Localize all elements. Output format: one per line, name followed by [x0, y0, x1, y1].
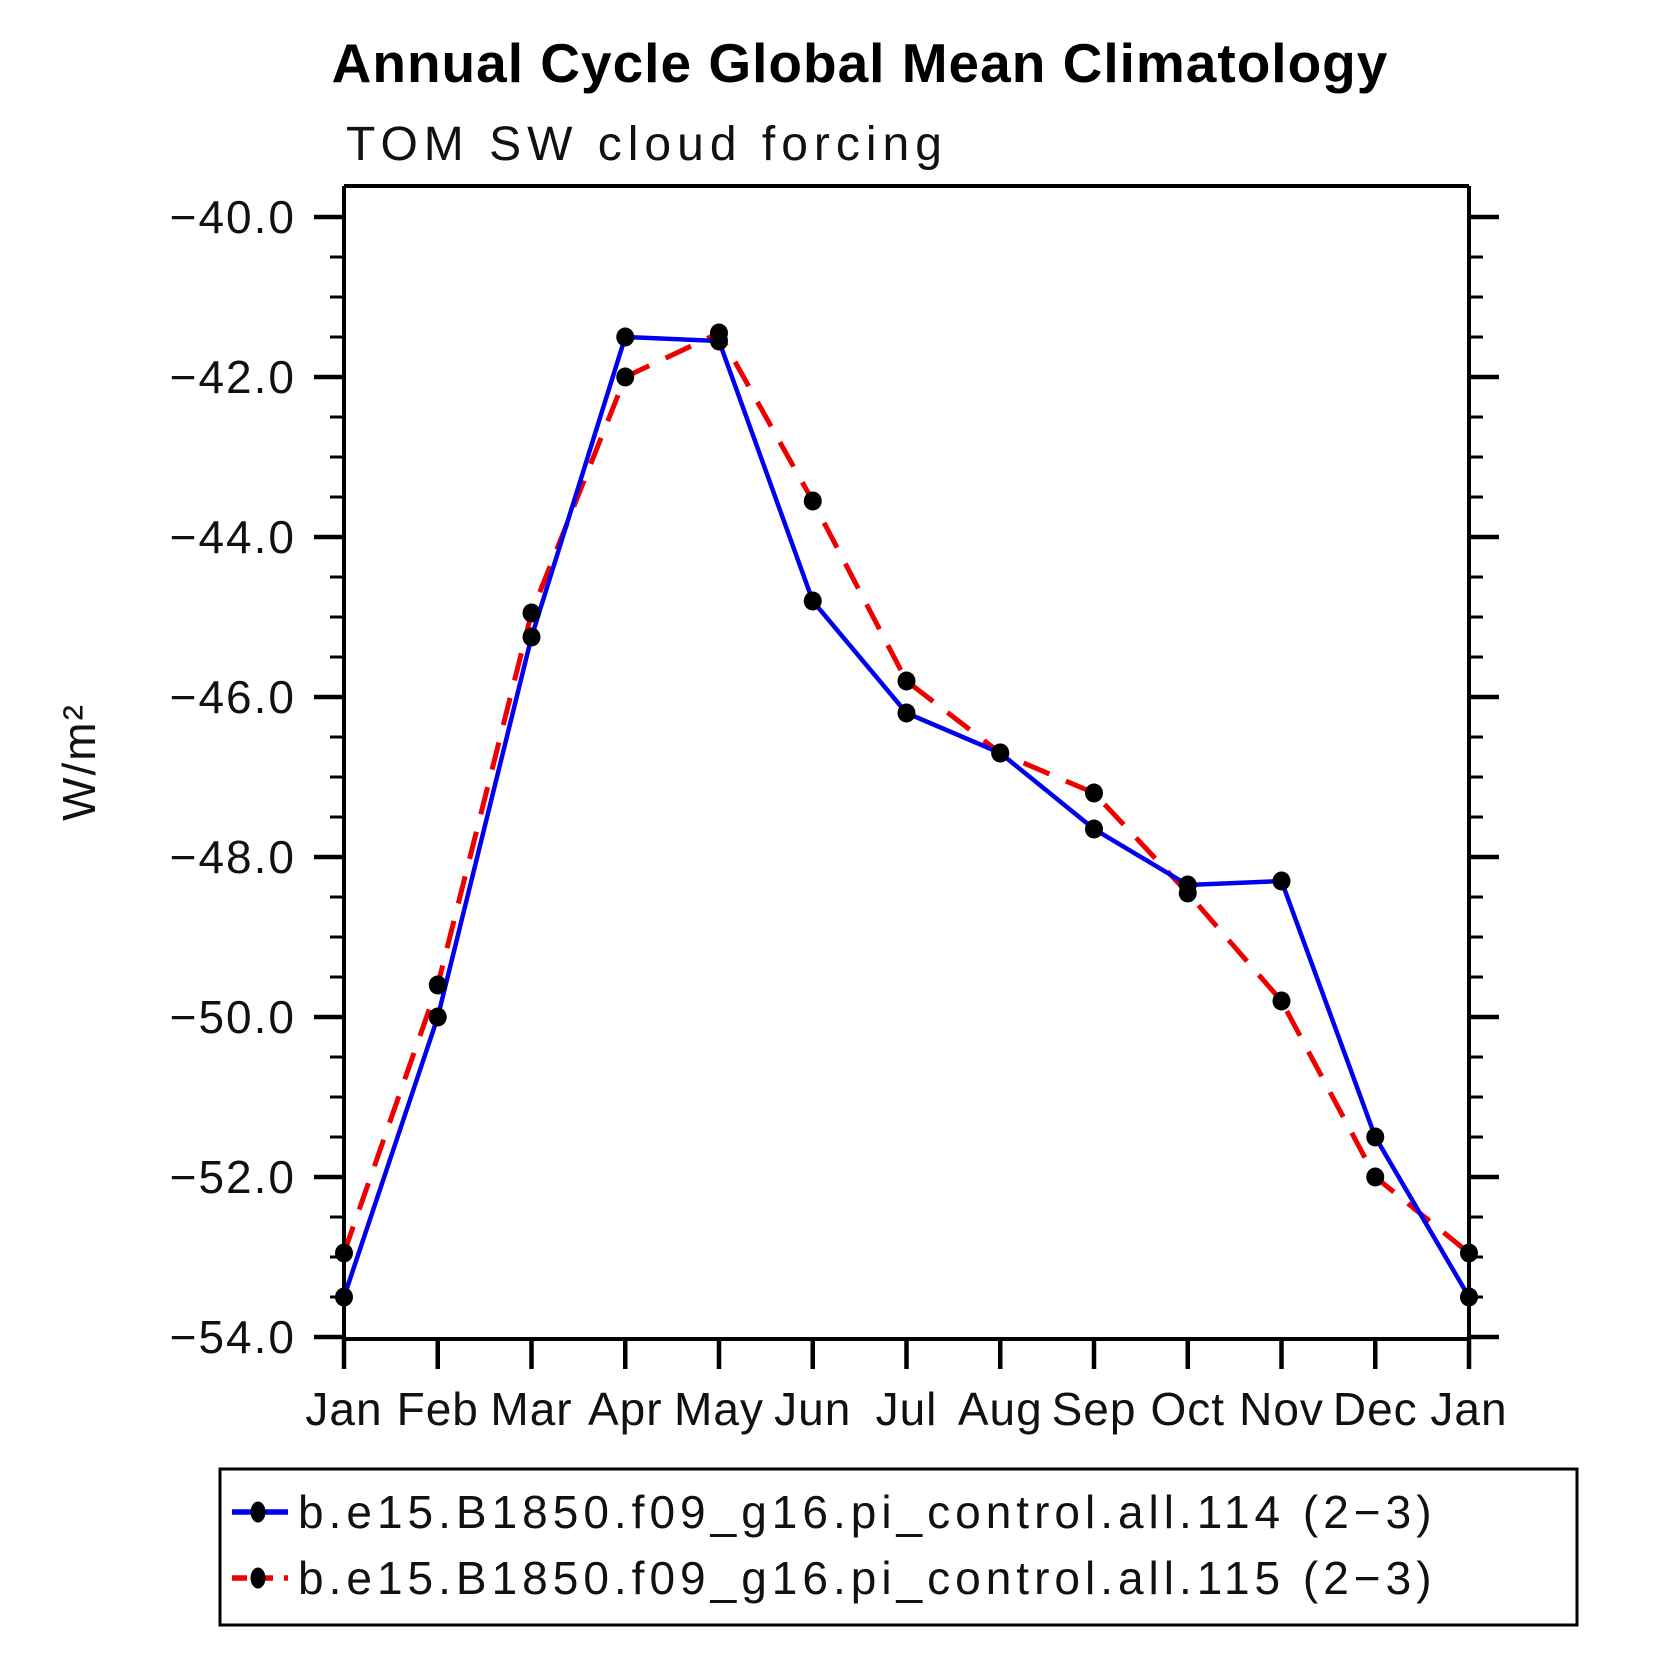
data-point-marker — [1366, 1167, 1385, 1187]
legend-label: b.e15.B1850.f09_g16.pi_control.all.115 (… — [298, 1552, 1437, 1604]
data-point-marker — [710, 323, 728, 343]
data-point-marker — [1366, 1127, 1385, 1147]
y-tick-label: −42.0 — [170, 351, 296, 403]
data-point-marker — [428, 1007, 447, 1027]
x-tick-label: Sep — [1052, 1383, 1137, 1435]
data-point-marker — [335, 1243, 353, 1263]
y-tick-label: −50.0 — [170, 991, 296, 1043]
x-tick-label: Feb — [397, 1383, 479, 1435]
y-tick-label: −40.0 — [170, 191, 296, 243]
x-tick-label: Jan — [1430, 1383, 1507, 1435]
data-point-marker — [1178, 883, 1197, 903]
legend-marker — [250, 1501, 266, 1523]
data-point-marker — [1460, 1287, 1478, 1307]
series-lines — [341, 329, 1471, 1299]
x-tick-label: May — [674, 1383, 764, 1435]
data-point-marker — [522, 627, 541, 647]
series-markers — [335, 323, 1478, 1307]
data-point-marker — [616, 327, 635, 347]
series-line-dashed — [341, 329, 1471, 1255]
x-tick-label: Jun — [774, 1383, 851, 1435]
y-tick-label: −48.0 — [170, 831, 296, 883]
x-tick-label: Jan — [305, 1383, 382, 1435]
data-point-marker — [803, 591, 822, 611]
y-tick-label: −52.0 — [170, 1151, 296, 1203]
data-point-marker — [335, 1287, 353, 1307]
x-tick-label: Nov — [1239, 1383, 1324, 1435]
data-point-marker — [1272, 991, 1291, 1011]
legend-box — [218, 1467, 1579, 1627]
y-tick-label: −46.0 — [170, 671, 296, 723]
y-tick-label: −44.0 — [170, 511, 296, 563]
y-tick-label: −54.0 — [170, 1311, 296, 1363]
data-point-marker — [1085, 783, 1103, 803]
legend-item: b.e15.B1850.f09_g16.pi_control.all.115 (… — [232, 1552, 1437, 1604]
x-tick-label: Aug — [958, 1383, 1043, 1435]
chart-title: Annual Cycle Global Mean Climatology — [332, 32, 1389, 94]
data-point-marker — [1085, 819, 1103, 839]
data-point-marker — [1460, 1243, 1478, 1263]
x-tick-label: Dec — [1333, 1383, 1418, 1435]
y-axis-label: W/m² — [53, 703, 105, 821]
data-point-marker — [1272, 871, 1291, 891]
x-tick-label: Oct — [1150, 1383, 1225, 1435]
axes: −40.0 −42.0 −44.0 −46.0 −48.0 −50.0 −52.0 −54.0… — [170, 184, 1507, 1435]
x-tick-label: Mar — [490, 1383, 572, 1435]
legend: b.e15.B1850.f09_g16.pi_control.all.114 (… — [218, 1467, 1579, 1627]
chart-subtitle: TOM SW cloud forcing — [346, 118, 948, 171]
x-tick-label: Apr — [588, 1383, 663, 1435]
series-line-solid — [341, 334, 1471, 1299]
legend-label: b.e15.B1850.f09_g16.pi_control.all.114 (… — [298, 1486, 1437, 1538]
data-point-marker — [803, 491, 822, 511]
legend-item: b.e15.B1850.f09_g16.pi_control.all.114 (… — [232, 1486, 1437, 1538]
data-point-marker — [428, 975, 447, 995]
data-point-marker — [991, 743, 1010, 763]
data-point-marker — [522, 603, 541, 623]
data-point-marker — [897, 703, 916, 723]
legend-marker — [250, 1567, 266, 1589]
data-point-marker — [616, 367, 635, 387]
x-tick-label: Jul — [876, 1383, 938, 1435]
data-point-marker — [897, 671, 916, 691]
